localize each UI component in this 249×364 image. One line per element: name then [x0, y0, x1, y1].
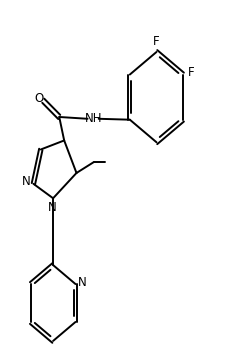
Text: N: N [78, 276, 87, 289]
Text: NH: NH [85, 112, 103, 125]
Text: F: F [188, 66, 194, 79]
Text: O: O [34, 92, 43, 105]
Text: N: N [48, 201, 56, 214]
Text: N: N [22, 175, 31, 189]
Text: F: F [153, 35, 160, 48]
